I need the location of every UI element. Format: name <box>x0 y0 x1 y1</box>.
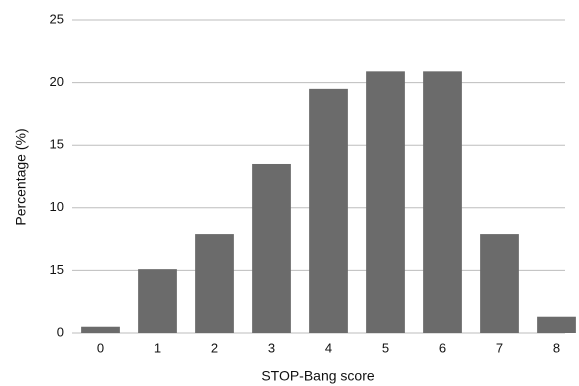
y-axis-label: Percentage (%) <box>13 128 29 225</box>
y-tick-label: 25 <box>50 11 64 26</box>
bar <box>480 234 519 333</box>
x-tick-label: 5 <box>382 340 389 355</box>
x-tick-label: 2 <box>211 340 218 355</box>
bar <box>423 71 462 333</box>
x-tick-label: 4 <box>325 340 332 355</box>
bar <box>309 88 348 333</box>
y-tick-label: 20 <box>50 74 64 89</box>
bar <box>537 316 576 333</box>
x-tick-label: 8 <box>553 340 560 355</box>
y-tick-label: 15 <box>50 137 64 152</box>
bar <box>81 326 120 333</box>
y-tick-label: 15 <box>50 262 64 277</box>
x-tick-label: 7 <box>496 340 503 355</box>
bar <box>366 71 405 333</box>
y-tick-label: 0 <box>57 324 64 339</box>
bar <box>138 269 177 333</box>
x-tick-label: 1 <box>154 340 161 355</box>
bar <box>252 163 291 333</box>
x-axis-label: STOP-Bang score <box>261 368 375 384</box>
y-tick-label: 10 <box>50 199 64 214</box>
bar <box>195 234 234 333</box>
x-tick-label: 3 <box>268 340 275 355</box>
x-tick-label: 6 <box>439 340 446 355</box>
x-tick-label: 0 <box>97 340 104 355</box>
